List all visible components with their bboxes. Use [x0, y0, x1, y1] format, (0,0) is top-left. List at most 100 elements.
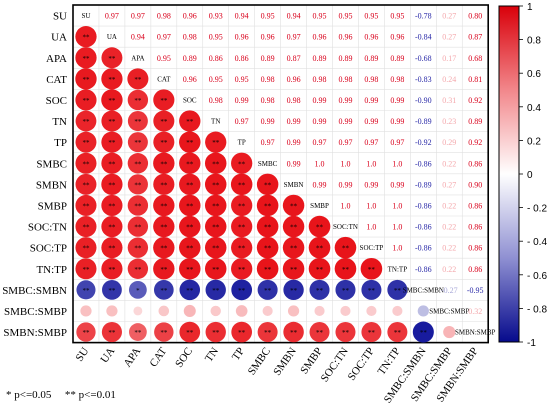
correlation-circle [308, 257, 331, 280]
correlation-circle [204, 152, 227, 174]
correlation-value: -0.86 [415, 201, 432, 210]
correlation-circle [179, 173, 201, 196]
significance-mark: ** [264, 181, 272, 189]
correlation-value: 0.99 [364, 180, 378, 189]
correlation-value: 0.98 [338, 75, 352, 84]
correlation-value: 0.27 [442, 180, 456, 189]
correlation-value: 0.90 [468, 180, 482, 189]
correlation-value: 1.0 [340, 159, 350, 168]
significance-mark: ** [82, 55, 90, 63]
significance-mark: ** [82, 139, 90, 147]
column-label: SOC [173, 345, 195, 369]
correlation-value: 0.97 [364, 138, 378, 147]
correlation-value: 1.0 [315, 159, 325, 168]
significance-mark: ** [134, 329, 142, 337]
colorbar-tick-label: 0.6 [527, 69, 541, 80]
correlation-value: 0.86 [468, 223, 482, 232]
significance-mark: ** [82, 97, 90, 105]
significance-mark: ** [238, 202, 246, 210]
significance-mark: ** [160, 118, 168, 126]
correlation-circle [204, 258, 227, 280]
significance-mark: ** [108, 139, 116, 147]
correlation-value: 0.99 [287, 117, 301, 126]
colorbar-tick-label: - 0.8 [527, 304, 547, 315]
significance-mark: ** [82, 245, 90, 253]
correlation-value: 0.94 [131, 33, 145, 42]
correlation-circle [127, 174, 148, 195]
correlation-circle [179, 194, 201, 217]
column-label: TN [203, 345, 221, 364]
diagonal-label: TN:TP [388, 265, 408, 273]
significance-mark: ** [82, 118, 90, 126]
significance-mark: ** [394, 287, 402, 295]
correlation-circle [283, 279, 304, 301]
colorbar-tick-label: -1 [527, 338, 536, 349]
significance-mark: ** [264, 287, 272, 295]
significance-mark: ** [186, 224, 194, 232]
correlation-value: 0.96 [287, 75, 301, 84]
diagonal-label: SOC [183, 96, 197, 104]
correlation-circle [335, 279, 356, 300]
correlation-value: 0.95 [261, 12, 275, 21]
correlation-circle [75, 258, 97, 280]
row-label: SMBP [38, 200, 67, 212]
correlation-circle [128, 280, 147, 299]
correlation-circle [392, 305, 403, 317]
correlation-circle [127, 216, 149, 237]
correlation-value: 0.86 [468, 265, 482, 274]
correlation-value: 1.0 [392, 159, 402, 168]
correlation-value: 0.97 [105, 12, 119, 21]
colorbar-tick-label: - 0.4 [527, 237, 547, 248]
significance-mark: ** [238, 181, 246, 189]
correlation-value: 0.98 [287, 96, 301, 105]
correlation-value: 0.23 [442, 117, 456, 126]
significance-mark: ** [134, 202, 142, 210]
correlation-value: 0.99 [390, 96, 404, 105]
correlation-circle [101, 237, 123, 259]
correlation-value: 0.97 [157, 33, 171, 42]
correlation-value: 0.32 [468, 307, 482, 316]
diagonal-label: SMBN:SMBP [455, 329, 496, 337]
correlation-value: -0.90 [415, 96, 432, 105]
row-label: SMBC [36, 158, 67, 170]
significance-mark: ** [342, 287, 350, 295]
correlation-circle [314, 305, 325, 317]
row-label: SMBC:SMBN [2, 285, 67, 297]
column-label: SU [74, 345, 92, 363]
row-label: TP [54, 137, 67, 149]
correlation-value: 0.27 [442, 33, 456, 42]
significance-mark: ** [316, 224, 324, 232]
correlation-value: 0.86 [209, 54, 223, 63]
correlation-circle [282, 236, 305, 259]
correlation-value: 0.81 [468, 75, 482, 84]
correlation-circle [75, 26, 97, 48]
colorbar-tick-label: 0.8 [527, 36, 541, 47]
significance-mark: ** [238, 266, 246, 274]
correlation-value: 0.87 [468, 33, 482, 42]
correlation-value: -0.86 [415, 159, 432, 168]
correlation-circle [256, 194, 279, 217]
significance-mark: ** [186, 181, 194, 189]
diagonal-label: TP [238, 139, 246, 147]
correlation-circle [179, 321, 201, 343]
significance-mark: ** [108, 224, 116, 232]
correlation-value: 0.80 [468, 12, 482, 21]
correlation-circle [205, 321, 226, 343]
correlation-circle [101, 89, 123, 111]
correlation-value: 0.89 [364, 54, 378, 63]
correlation-circle [127, 237, 149, 258]
correlation-value: 0.98 [209, 96, 223, 105]
significance-mark: ** [134, 118, 142, 126]
correlation-circle [128, 323, 147, 341]
significance-mark: ** [212, 202, 220, 210]
correlation-circle [417, 305, 429, 317]
significance-mark: ** [82, 329, 90, 337]
correlation-circle [75, 237, 97, 259]
significance-mark: ** [160, 245, 168, 253]
correlation-circle [334, 257, 357, 280]
correlation-circle [75, 152, 97, 174]
correlation-value: 0.99 [338, 96, 352, 105]
significance-mark: ** [82, 224, 90, 232]
correlation-value: 0.98 [183, 33, 197, 42]
significance-mark: ** [212, 139, 220, 147]
